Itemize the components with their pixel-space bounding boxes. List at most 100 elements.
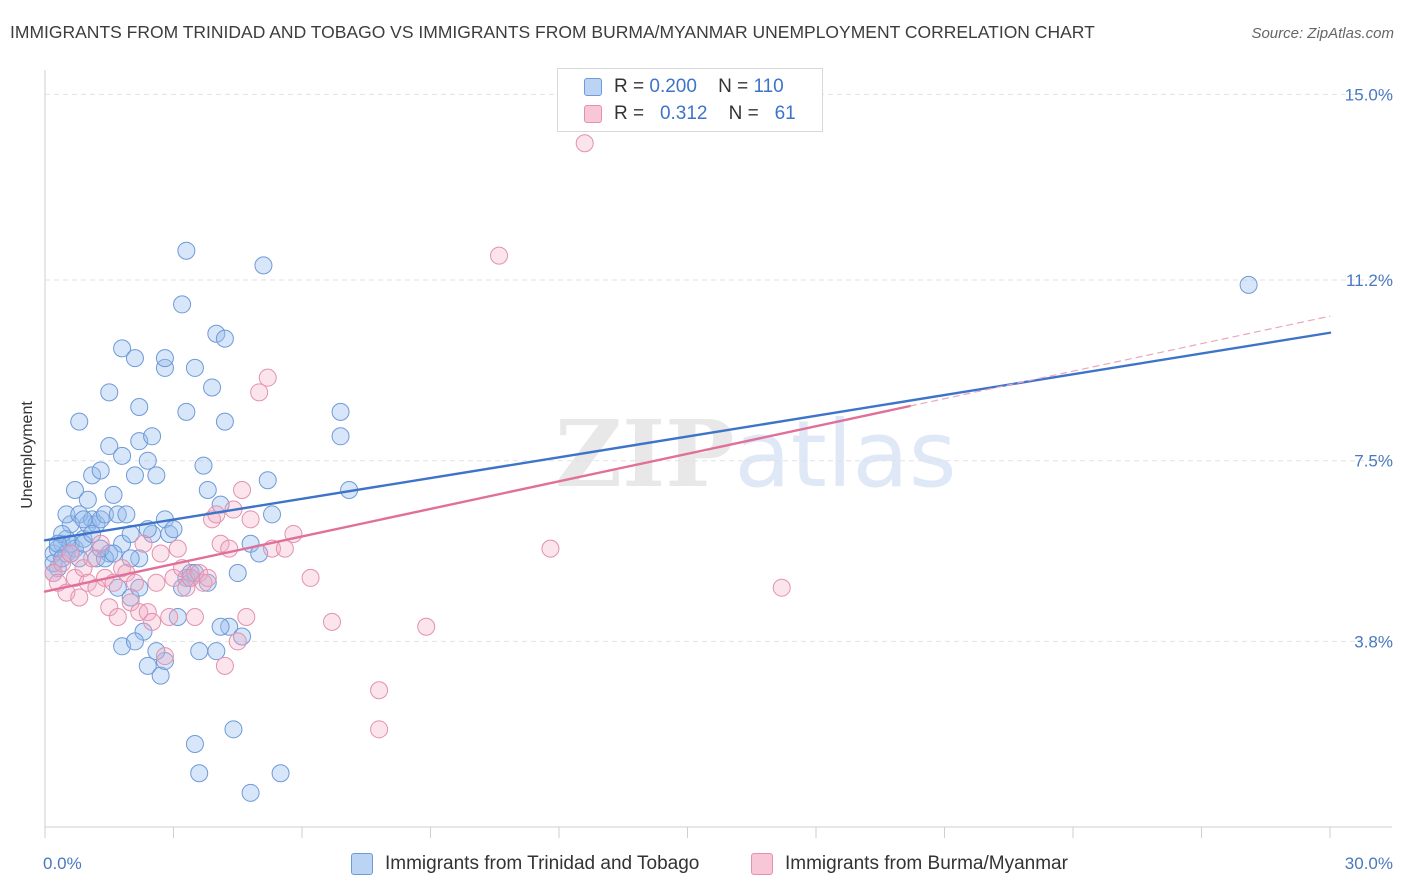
- legend-blue-n-value: 110: [753, 76, 784, 97]
- trendlines: [43, 315, 1332, 593]
- point-pink: [417, 617, 436, 636]
- point-blue: [258, 471, 277, 490]
- legend-row-pink: R = 0.312 N = 61: [584, 102, 796, 126]
- x-tick-label: 0.0%: [43, 854, 82, 873]
- source-note: Source: ZipAtlas.com: [1251, 25, 1394, 42]
- point-blue: [185, 734, 204, 753]
- point-pink: [168, 539, 187, 558]
- y-tick-label: 3.8%: [1354, 632, 1393, 651]
- series-blue-points: [44, 241, 1258, 802]
- y-tick-label: 7.5%: [1354, 452, 1393, 471]
- chart-title: IMMIGRANTS FROM TRINIDAD AND TOBAGO VS I…: [10, 22, 1095, 42]
- point-blue: [130, 397, 149, 416]
- series-pink-points: [44, 134, 791, 739]
- point-pink: [250, 383, 269, 402]
- point-blue: [203, 378, 222, 397]
- point-pink: [228, 632, 247, 651]
- point-pink: [541, 539, 560, 558]
- legend-row-blue: R = 0.200 N = 110: [584, 75, 784, 99]
- point-blue: [331, 427, 350, 446]
- point-pink: [138, 603, 157, 622]
- point-blue: [70, 412, 89, 431]
- point-pink: [151, 544, 170, 563]
- legend-pink-r-value: 0.312: [659, 103, 708, 124]
- point-blue: [207, 642, 226, 661]
- point-pink: [301, 568, 320, 587]
- trendline-blue: [43, 331, 1332, 542]
- series-legend-blue-swatch: [351, 853, 373, 875]
- series-legend-blue: Immigrants from Trinidad and Tobago: [351, 850, 699, 878]
- legend-swatch-blue: [584, 78, 602, 96]
- point-pink: [108, 607, 127, 626]
- point-blue: [177, 241, 196, 260]
- point-blue: [211, 617, 230, 636]
- point-blue: [100, 437, 119, 456]
- point-blue: [53, 549, 72, 568]
- point-pink: [772, 578, 791, 597]
- point-blue: [215, 329, 234, 348]
- point-blue: [263, 505, 282, 524]
- point-blue: [125, 632, 144, 651]
- point-blue: [198, 481, 217, 500]
- point-blue: [215, 412, 234, 431]
- point-blue: [83, 466, 102, 485]
- legend-pink-n-label: N =: [728, 103, 759, 124]
- point-blue: [224, 720, 243, 739]
- point-pink: [190, 564, 209, 583]
- point-pink: [241, 510, 260, 529]
- point-pink: [147, 573, 166, 592]
- point-pink: [237, 607, 256, 626]
- correlation-legend: R = 0.200 N = 110 R = 0.312 N = 61: [557, 68, 823, 132]
- point-blue: [95, 505, 114, 524]
- point-pink: [490, 246, 509, 265]
- point-blue: [194, 456, 213, 475]
- point-pink: [83, 549, 102, 568]
- point-blue: [65, 481, 84, 500]
- point-blue: [138, 656, 157, 675]
- point-blue: [185, 358, 204, 377]
- point-blue: [95, 549, 114, 568]
- point-blue: [100, 383, 119, 402]
- point-blue: [207, 324, 226, 343]
- point-blue: [1239, 275, 1258, 294]
- point-blue: [117, 505, 136, 524]
- legend-blue-n-label: N =: [718, 76, 749, 97]
- point-blue: [113, 446, 132, 465]
- point-blue: [271, 764, 290, 783]
- point-blue: [241, 783, 260, 802]
- grid: [45, 93, 1392, 642]
- legend-blue-r-value: 0.200: [649, 76, 697, 97]
- point-pink: [233, 481, 252, 500]
- tick-labels: 3.8% 7.5% 11.2% 15.0% 0.0% 30.0%: [43, 85, 1393, 873]
- series-legend-pink-label: Immigrants from Burma/Myanmar: [785, 853, 1068, 874]
- y-tick-label: 15.0%: [1345, 85, 1393, 104]
- point-blue: [138, 451, 157, 470]
- point-pink: [211, 534, 230, 553]
- point-blue: [113, 339, 132, 358]
- point-blue: [190, 764, 209, 783]
- series-legend-pink: Immigrants from Burma/Myanmar: [751, 850, 1068, 878]
- point-pink: [215, 656, 234, 675]
- point-pink: [370, 720, 389, 739]
- point-pink: [91, 534, 110, 553]
- point-blue: [331, 402, 350, 421]
- legend-pink-n-value: 61: [774, 103, 796, 124]
- point-blue: [104, 485, 123, 504]
- point-pink: [322, 612, 341, 631]
- point-blue: [155, 349, 174, 368]
- legend-swatch-pink: [584, 105, 602, 123]
- point-blue: [78, 490, 97, 509]
- legend-pink-r-label: R =: [614, 103, 645, 124]
- point-blue: [155, 358, 174, 377]
- point-pink: [275, 539, 294, 558]
- point-blue: [254, 256, 273, 275]
- point-pink: [177, 578, 196, 597]
- x-tick-label: 30.0%: [1345, 854, 1393, 873]
- point-pink: [575, 134, 594, 153]
- series-legend-pink-swatch: [751, 853, 773, 875]
- point-pink: [185, 607, 204, 626]
- point-blue: [104, 544, 123, 563]
- point-pink: [70, 588, 89, 607]
- point-blue: [125, 349, 144, 368]
- y-tick-label: 11.2%: [1346, 271, 1393, 290]
